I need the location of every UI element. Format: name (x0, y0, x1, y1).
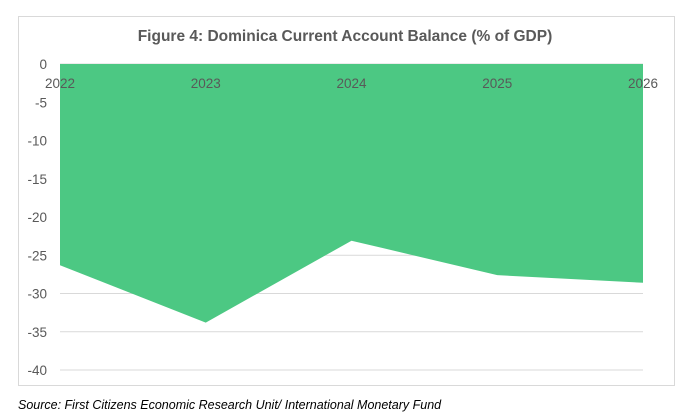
x-axis-ticks: 2022 2023 2024 2025 2026 (45, 76, 658, 91)
x-tick-label: 2025 (482, 76, 512, 91)
y-tick-label: -5 (35, 95, 47, 110)
x-tick-label: 2022 (45, 76, 75, 91)
x-tick-label: 2024 (336, 76, 367, 91)
chart-title: Figure 4: Dominica Current Account Balan… (137, 28, 553, 45)
x-tick-label: 2023 (191, 76, 221, 91)
y-tick-label: 0 (39, 57, 47, 72)
y-tick-label: -20 (27, 210, 47, 225)
y-tick-label: -30 (27, 287, 47, 302)
y-axis-ticks: 0 -5 -10 -15 -20 -25 -30 -35 -40 (27, 57, 47, 378)
y-tick-label: -10 (27, 134, 47, 149)
y-tick-label: -25 (27, 248, 47, 263)
x-tick-label: 2026 (628, 76, 658, 91)
area-series (60, 64, 643, 323)
area-fill (60, 64, 643, 323)
y-tick-label: -15 (27, 172, 47, 187)
y-tick-label: -35 (27, 325, 47, 340)
source-note: Source: First Citizens Economic Research… (18, 398, 442, 412)
y-tick-label: -40 (27, 363, 47, 378)
